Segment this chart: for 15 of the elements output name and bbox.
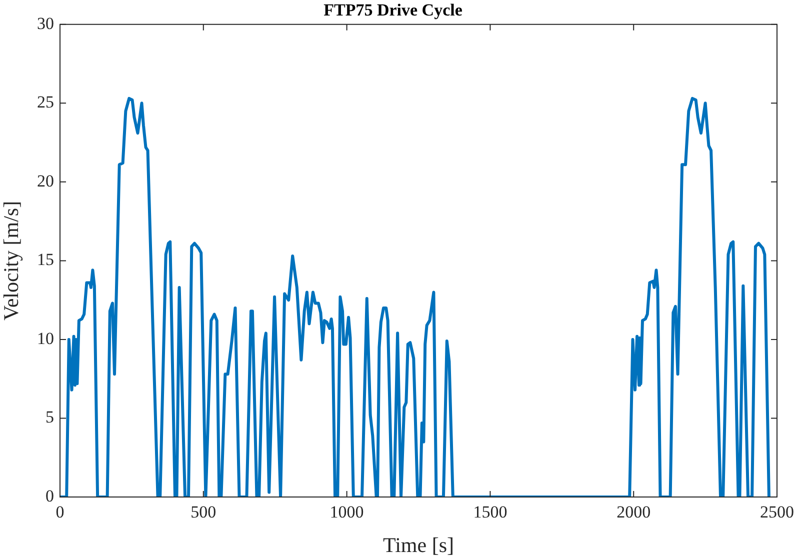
y-tick-label: 15 <box>37 250 54 270</box>
chart-title: FTP75 Drive Cycle <box>324 0 463 20</box>
x-tick-label: 2000 <box>616 502 651 522</box>
y-tick-label: 5 <box>46 408 54 427</box>
y-tick-label: 30 <box>37 14 54 33</box>
x-tick-label: 1500 <box>473 502 508 522</box>
y-tick-label: 25 <box>37 92 54 112</box>
x-tick-label: 1000 <box>330 502 364 522</box>
y-tick-label: 20 <box>37 171 54 190</box>
x-tick-label: 2500 <box>760 502 794 522</box>
x-axis-title: Time [s] <box>383 532 454 557</box>
x-tick-label: 500 <box>190 502 216 522</box>
y-axis-title: Velocity [m/s] <box>0 200 24 320</box>
y-tick-label: 0 <box>46 486 54 506</box>
y-tick-label: 10 <box>37 328 54 348</box>
